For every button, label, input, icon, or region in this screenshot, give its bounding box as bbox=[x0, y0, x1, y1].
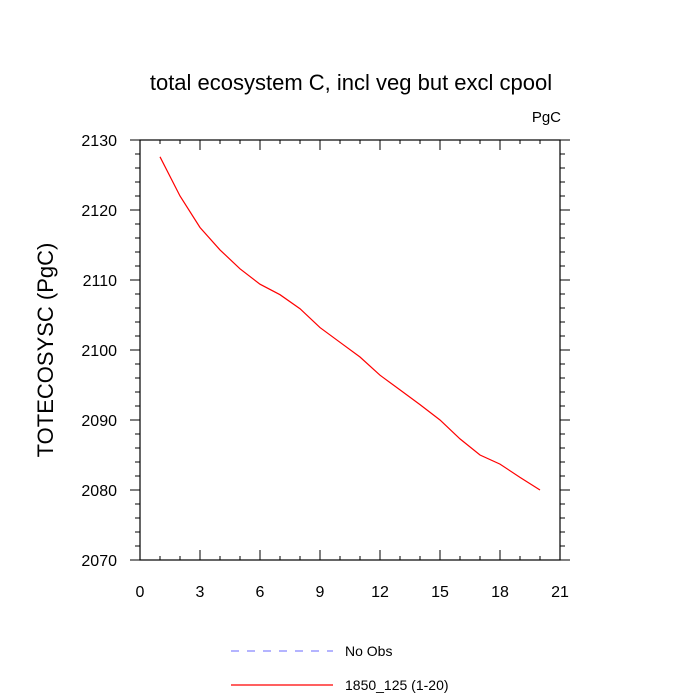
units-label: PgC bbox=[532, 109, 561, 126]
x-tick-label: 6 bbox=[256, 584, 265, 601]
y-tick-label: 2070 bbox=[81, 553, 117, 570]
y-tick-label: 2100 bbox=[81, 343, 117, 360]
series-layer bbox=[159, 156, 541, 491]
axis-ticks bbox=[130, 139, 570, 561]
x-tick-label: 15 bbox=[431, 584, 449, 601]
x-tick-label: 18 bbox=[491, 584, 509, 601]
y-axis-label: TOTECOSYSC (PgC) bbox=[33, 243, 58, 458]
legend-label-0: No Obs bbox=[345, 643, 392, 659]
y-tick-label: 2110 bbox=[83, 273, 118, 290]
y-tick-label: 2130 bbox=[81, 133, 117, 150]
y-tick-label: 2080 bbox=[81, 483, 117, 500]
chart-title: total ecosystem C, incl veg but excl cpo… bbox=[150, 70, 552, 95]
x-tick-label: 9 bbox=[316, 584, 325, 601]
legend-label-1: 1850_125 (1-20) bbox=[345, 677, 449, 693]
y-tick-label: 2120 bbox=[81, 203, 117, 220]
x-tick-label: 0 bbox=[136, 584, 145, 601]
x-tick-label: 12 bbox=[371, 584, 389, 601]
x-tick-label: 3 bbox=[196, 584, 205, 601]
axis-tick-labels: 0 3 6 9 12 15 18 21 2070 2080 2090 2100 2110 2120 2130 bbox=[81, 133, 569, 601]
legend: No Obs 1850_125 (1-20) bbox=[231, 643, 449, 693]
y-tick-label: 2090 bbox=[81, 413, 117, 430]
x-tick-label: 21 bbox=[551, 584, 569, 601]
series-line-1 bbox=[159, 156, 541, 491]
